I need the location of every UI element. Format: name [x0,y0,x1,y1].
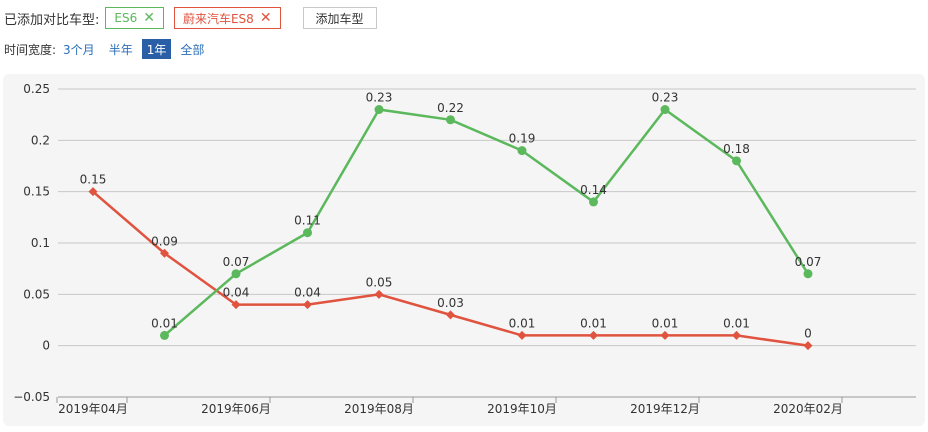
data-point-0 [660,330,670,340]
data-label-1: 0.11 [294,214,321,228]
y-tick-label: 0 [42,339,50,353]
data-label-1: 0.18 [723,142,750,156]
x-tick-label: 2019年10月 [487,402,557,416]
compare-filter-row: 已添加对比车型: ES6 ✕ 蔚来汽车ES8 ✕ 添加车型 [4,6,377,30]
data-point-1 [589,197,598,207]
x-tick-label: 2019年06月 [201,402,271,416]
y-tick-label: −0.05 [13,390,50,404]
data-point-0 [803,341,813,351]
data-label-1: 0.14 [580,183,607,197]
data-point-1 [303,228,312,238]
data-label-1: 0.22 [437,101,464,115]
data-point-1 [660,105,670,115]
data-label-0: 0.05 [366,275,393,289]
tag-es8[interactable]: 蔚来汽车ES8 ✕ [173,7,281,29]
data-label-0: 0.04 [223,286,250,300]
data-label-0: 0.01 [723,316,750,330]
data-label-0: 0 [804,327,812,341]
data-label-1: 0.07 [795,255,822,269]
time-range-label: 时间宽度: [4,42,57,57]
tag-es6[interactable]: ES6 ✕ [105,7,164,29]
time-option-all[interactable]: 全部 [180,42,205,57]
y-tick-label: 0.1 [31,236,50,250]
data-label-0: 0.09 [151,234,178,248]
add-model-button[interactable]: 添加车型 [302,7,377,29]
remove-es6-icon[interactable]: ✕ [143,10,155,26]
data-label-1: 0.01 [151,316,178,330]
tag-es8-label: 蔚来汽车ES8 [182,11,254,26]
chart-panel: 0.25 0.2 0.15 0.1 0.05 0 −0.05 2019年04月 2019年06月… [3,74,925,426]
data-label-0: 0.15 [80,173,107,187]
data-point-0 [231,300,241,310]
data-point-1 [803,269,813,279]
tag-es6-label: ES6 [114,11,138,25]
data-point-0 [88,187,98,197]
data-label-0: 0.01 [580,316,607,330]
data-label-0: 0.01 [509,316,536,330]
data-point-0 [732,330,741,340]
time-range-row: 时间宽度: 3个月 半年 1年 全部 [4,38,213,60]
series-line-0 [92,190,809,347]
data-point-1 [374,105,384,115]
y-tick-label: 0.2 [31,133,50,147]
data-point-0 [517,330,527,340]
time-option-3m[interactable]: 3个月 [63,42,95,57]
data-point-1 [231,269,241,279]
remove-es8-icon[interactable]: ✕ [259,10,272,26]
y-tick-label: 0.05 [23,287,50,301]
data-point-1 [732,156,741,166]
line-chart: 0.25 0.2 0.15 0.1 0.05 0 −0.05 2019年04月 2019年06月… [13,82,916,416]
data-label-0: 0.03 [437,296,464,310]
y-tick-label: 0.25 [23,82,50,96]
x-tick-label: 2020年02月 [773,402,843,416]
data-point-0 [303,300,312,310]
data-label-0: 0.04 [294,286,321,300]
data-point-1 [160,330,169,340]
x-tick-label: 2019年04月 [58,402,128,416]
data-point-0 [589,330,598,340]
data-label-1: 0.19 [509,132,536,146]
data-point-0 [374,289,384,299]
data-point-1 [446,115,455,125]
x-tick-label: 2019年12月 [630,402,700,416]
x-tick-label: 2019年08月 [344,402,414,416]
data-point-0 [160,248,169,258]
data-point-0 [446,310,455,320]
series-line-1 [163,108,810,337]
time-option-half-year[interactable]: 半年 [108,42,133,57]
data-point-1 [517,146,527,156]
data-label-1: 0.23 [366,91,393,105]
y-tick-label: 0.15 [23,185,50,199]
added-models-label: 已添加对比车型: [4,12,100,28]
data-label-0: 0.01 [652,316,679,330]
data-label-1: 0.07 [223,255,250,269]
data-label-1: 0.23 [652,91,679,105]
time-option-1y[interactable]: 1年 [141,39,172,59]
